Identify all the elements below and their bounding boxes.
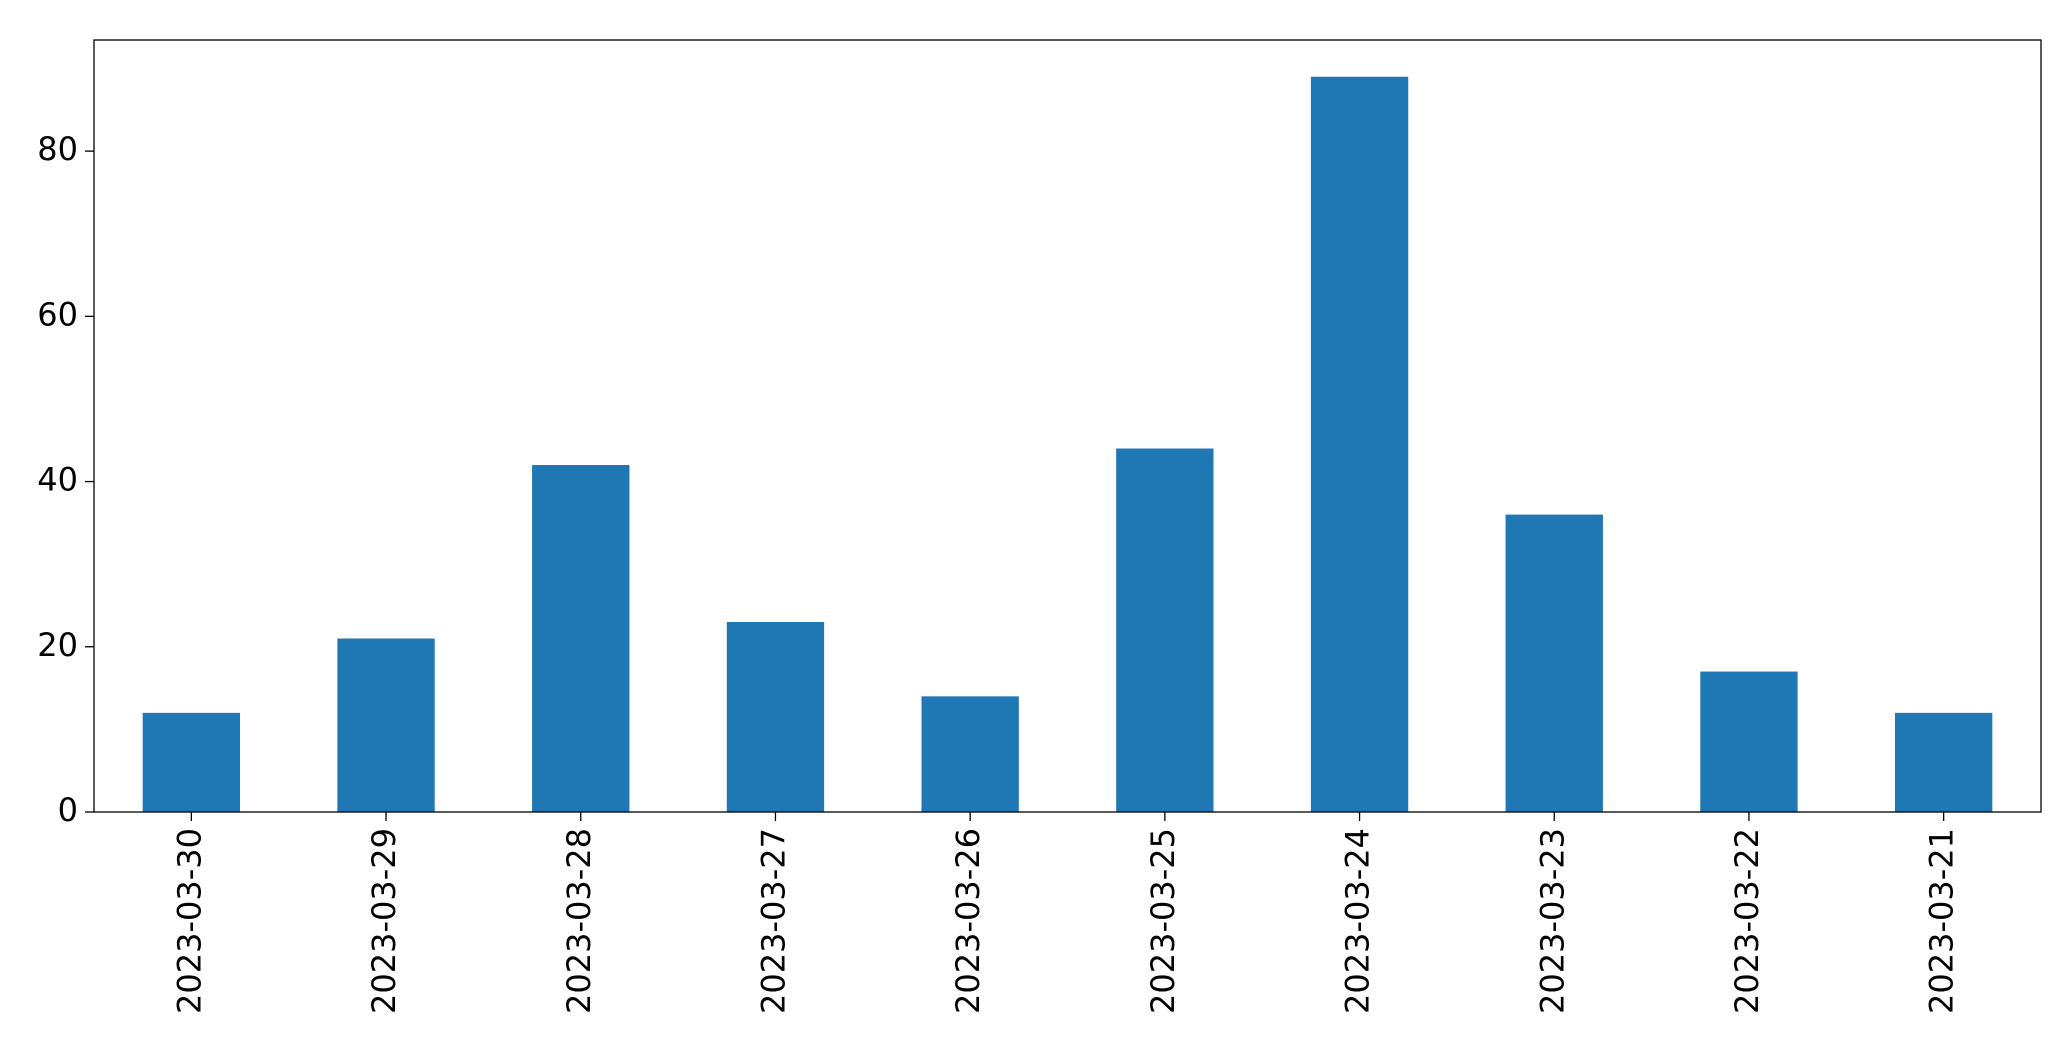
x-tick-label: 2023-03-21 [1923,828,1961,1014]
bar [921,696,1019,812]
x-tick-label: 2023-03-26 [949,828,987,1014]
plot-frame [93,39,2042,813]
bar [1894,712,1993,812]
bar [1116,448,1214,812]
y-tick-label: 40 [37,461,78,499]
bar [532,465,630,812]
bar [1700,671,1798,812]
x-tick-label: 2023-03-23 [1533,828,1571,1014]
x-tick-label: 2023-03-25 [1144,828,1182,1014]
bar [1505,514,1603,812]
y-tick-label: 80 [37,130,78,168]
bar [1310,76,1409,812]
y-tick-label: 20 [37,626,78,664]
y-tick-label: 0 [58,791,78,829]
x-tick-label: 2023-03-22 [1728,828,1766,1014]
x-tick-label: 2023-03-30 [170,828,208,1014]
x-tick-label: 2023-03-24 [1339,828,1377,1014]
x-tick-label: 2023-03-28 [560,828,598,1014]
y-tick-label: 60 [37,295,78,333]
x-tick-label: 2023-03-29 [365,828,403,1014]
bar [337,638,435,812]
x-tick-label: 2023-03-27 [754,828,792,1014]
bar [142,712,241,812]
bar [726,621,825,812]
